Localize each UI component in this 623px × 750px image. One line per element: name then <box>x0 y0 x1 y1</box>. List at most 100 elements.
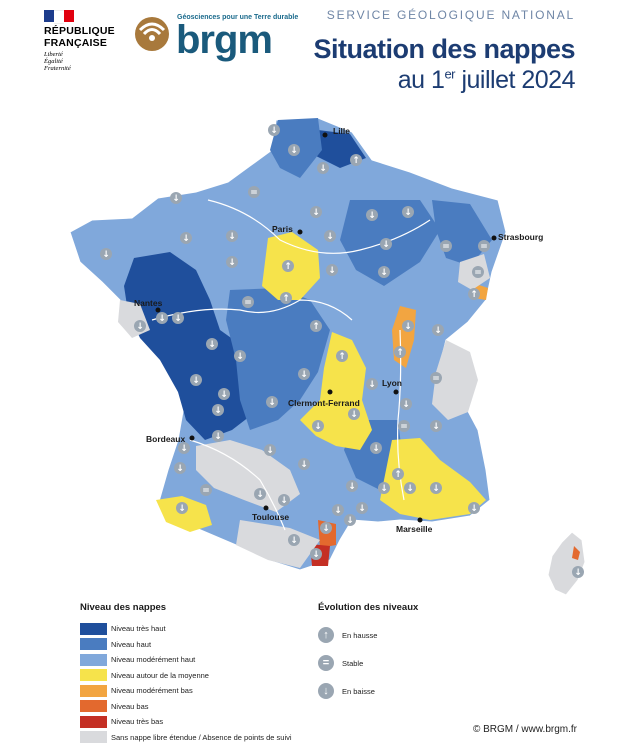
arrow-down-icon: ↓ <box>404 482 416 494</box>
svg-text:↓: ↓ <box>380 484 388 494</box>
legend-item: ↓ En baisse <box>318 677 498 705</box>
svg-text:=: = <box>400 422 408 432</box>
svg-text:↓: ↓ <box>348 482 356 492</box>
svg-text:↑: ↑ <box>284 262 292 272</box>
copyright: © BRGM / www.brgm.fr <box>472 724 577 735</box>
svg-text:↓: ↓ <box>102 250 110 260</box>
legend-levels: Niveau des nappes Niveau très haut Nivea… <box>80 602 320 745</box>
arrow-up-icon: ↑ <box>350 154 362 166</box>
arrow-down-icon: ↓ <box>254 488 266 500</box>
city-label: Lyon <box>382 378 402 388</box>
svg-text:=: = <box>442 242 450 252</box>
svg-text:↓: ↓ <box>470 504 478 514</box>
arrow-down-icon: ↓ <box>288 144 300 156</box>
svg-text:↓: ↓ <box>312 550 320 560</box>
svg-text:↓: ↓ <box>350 410 358 420</box>
arrow-down-icon: ↓ <box>234 350 246 362</box>
legend-label: Niveau très haut <box>111 624 166 634</box>
legend-swatch <box>80 653 107 666</box>
legend-label: Niveau haut <box>111 639 152 649</box>
arrow-up-icon: ↑ <box>310 320 322 332</box>
arrow-down-icon: ↓ <box>310 206 322 218</box>
svg-text:↓: ↓ <box>280 496 288 506</box>
arrow-down-icon: ↓ <box>400 398 412 410</box>
arrow-down-icon: ↓ <box>370 442 382 454</box>
svg-text:=: = <box>202 486 210 496</box>
legend-label: Niveau modérément bas <box>111 686 193 696</box>
arrow-down-icon: ↓ <box>346 480 358 492</box>
svg-text:↑: ↑ <box>396 348 404 358</box>
arrow-down-icon: ↓ <box>366 209 378 221</box>
legend-evolution-title: Évolution des niveaux <box>318 602 419 613</box>
equals-icon: = <box>242 296 254 308</box>
svg-text:↑: ↑ <box>312 322 320 332</box>
city-label: Bordeaux <box>146 434 185 444</box>
svg-text:↓: ↓ <box>368 380 376 390</box>
svg-text:↓: ↓ <box>372 444 380 454</box>
svg-text:↓: ↓ <box>266 446 274 456</box>
arrow-down-icon: ↓ <box>212 404 224 416</box>
svg-text:↓: ↓ <box>180 444 188 454</box>
svg-text:↑: ↑ <box>352 156 360 166</box>
svg-text:↓: ↓ <box>220 390 228 400</box>
arrow-down-icon: ↓ <box>174 462 186 474</box>
arrow-down-icon: ↓ <box>324 230 336 242</box>
svg-text:↓: ↓ <box>380 268 388 278</box>
svg-text:↓: ↓ <box>172 194 180 204</box>
svg-text:↓: ↓ <box>256 490 264 500</box>
svg-text:↓: ↓ <box>300 460 308 470</box>
svg-text:↓: ↓ <box>326 232 334 242</box>
arrow-down-icon: ↓ <box>178 442 190 454</box>
svg-text:↓: ↓ <box>314 422 322 432</box>
svg-text:↓: ↓ <box>176 464 184 474</box>
legend-swatch <box>80 684 107 697</box>
republic-motto: Liberté Égalité Fraternité <box>44 51 71 72</box>
legend-item: = Stable <box>318 649 498 677</box>
arrow-down-icon: ↓ <box>212 430 224 442</box>
arrow-down-icon: ↓ <box>180 232 192 244</box>
legend-label: En baisse <box>342 686 375 696</box>
svg-text:↓: ↓ <box>574 568 582 578</box>
city-markers <box>155 132 497 523</box>
equals-icon: = <box>430 372 442 384</box>
arrow-down-icon: ↓ <box>176 502 188 514</box>
arrow-up-icon: ↑ <box>282 260 294 272</box>
svg-text:↓: ↓ <box>368 211 376 221</box>
svg-text:↑: ↑ <box>282 294 290 304</box>
equals-icon: = <box>472 266 484 278</box>
equals-icon: = <box>478 240 490 252</box>
svg-text:↓: ↓ <box>158 314 166 324</box>
arrow-down-icon: ↓ <box>288 534 300 546</box>
equals-icon: = <box>398 420 410 432</box>
svg-text:↓: ↓ <box>236 352 244 362</box>
city-label: Nantes <box>134 298 163 308</box>
city-label: Toulouse <box>252 512 289 522</box>
legend-levels-title: Niveau des nappes <box>80 602 167 613</box>
legend-item: ↑ En hausse <box>318 621 498 649</box>
svg-text:↓: ↓ <box>228 232 236 242</box>
svg-text:↓: ↓ <box>346 516 354 526</box>
svg-text:↓: ↓ <box>208 340 216 350</box>
legend-swatch <box>80 622 107 635</box>
svg-text:↑: ↑ <box>394 470 402 480</box>
arrow-down-icon: ↓ <box>402 320 414 332</box>
page-title: Situation des nappes <box>313 34 575 64</box>
arrow-down-icon: ↓ <box>317 162 329 174</box>
arrow-down-icon: ↓ <box>366 378 378 390</box>
svg-text:↑: ↑ <box>470 290 478 300</box>
city-label: Clermont-Ferrand <box>288 398 360 408</box>
svg-text:↓: ↓ <box>358 504 366 514</box>
svg-text:↓: ↓ <box>136 322 144 332</box>
svg-text:↓: ↓ <box>300 370 308 380</box>
arrow-down-icon: ↓ <box>134 320 146 332</box>
svg-text:=: = <box>474 268 482 278</box>
svg-text:↓: ↓ <box>322 524 330 534</box>
arrow-down-icon: ↓ <box>378 266 390 278</box>
svg-text:↓: ↓ <box>382 240 390 250</box>
arrow-down-icon: ↓ <box>320 522 332 534</box>
city-label: Strasbourg <box>498 232 543 242</box>
svg-text:=: = <box>432 374 440 384</box>
svg-text:↓: ↓ <box>432 422 440 432</box>
svg-text:↓: ↓ <box>328 266 336 276</box>
legend-swatch <box>80 638 107 651</box>
